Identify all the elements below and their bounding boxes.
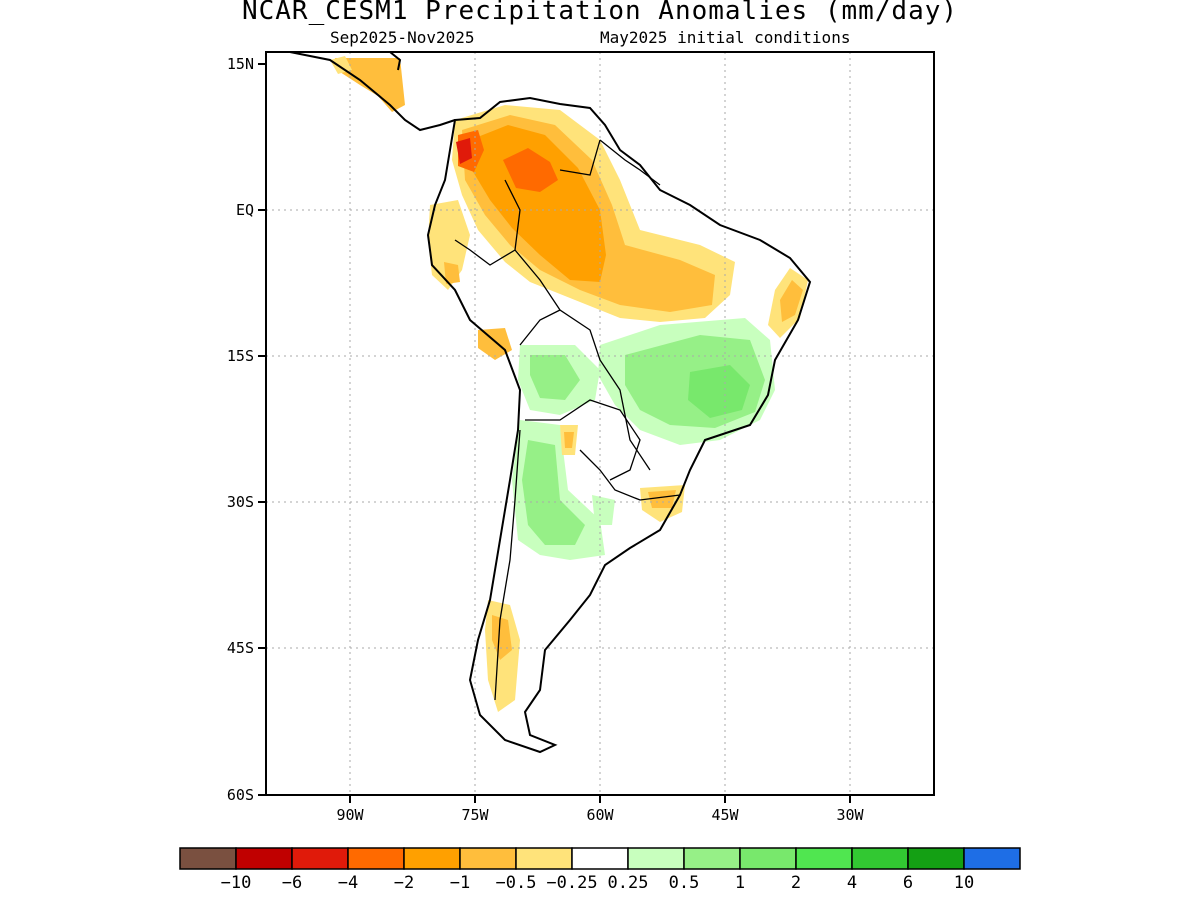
colorbar-label: 0.25 <box>608 873 649 893</box>
country-borders <box>454 139 681 701</box>
wet-region-brazil-strong <box>688 365 750 418</box>
colorbar-label: 0.5 <box>669 873 700 893</box>
dry-region-ecuador <box>428 200 470 290</box>
dry-region-north-strong <box>470 125 606 282</box>
colorbar-swatch <box>795 847 853 870</box>
lat-label-45s: 45S <box>227 639 254 657</box>
colorbar-swatch <box>235 847 293 870</box>
colorbar-swatch <box>291 847 349 870</box>
colorbar-swatch <box>963 847 1021 870</box>
lat-label-15s: 15S <box>227 347 254 365</box>
colorbar-swatch <box>851 847 909 870</box>
lon-label-45w: 45W <box>711 806 739 824</box>
colorbar-swatch <box>739 847 797 870</box>
forecast-period: Sep2025-Nov2025 <box>330 28 475 47</box>
dry-region-north-heavy <box>503 148 558 192</box>
colorbar-label: −2 <box>394 873 414 893</box>
colorbar-label: 4 <box>847 873 857 893</box>
dry-region-paraguay-mid <box>564 432 574 448</box>
dry-region-uruguay-mid <box>648 490 676 508</box>
colorbar-swatch <box>179 847 237 870</box>
dry-region-ecuador-mid <box>444 262 460 284</box>
chart-title: NCAR_CESM1 Precipitation Anomalies (mm/d… <box>241 0 959 26</box>
colorbar-label: 10 <box>954 873 974 893</box>
colorbar-swatch <box>907 847 965 870</box>
initial-conditions: May2025 initial conditions <box>600 28 851 47</box>
colorbar-swatch <box>627 847 685 870</box>
colorbar-label: −6 <box>282 873 302 893</box>
colorbar-swatch <box>347 847 405 870</box>
lon-label-75w: 75W <box>461 806 489 824</box>
dry-region-colombia-extreme <box>456 138 472 164</box>
colorbar-label: −4 <box>338 873 358 893</box>
axis-ticks <box>258 63 851 803</box>
colorbar-swatch <box>459 847 517 870</box>
map-grid <box>266 52 934 795</box>
dry-region-peru <box>478 328 512 360</box>
yucatan-outline <box>389 52 402 71</box>
lon-label-60w: 60W <box>586 806 614 824</box>
lon-labels: 90W 75W 60W 45W 30W <box>336 806 864 824</box>
colorbar-label: −0.25 <box>546 873 597 893</box>
lat-label-eq: EQ <box>236 201 254 219</box>
anomaly-field <box>330 56 808 712</box>
wet-region-argentina-mid <box>522 440 585 545</box>
wet-region-uruguay <box>592 495 615 525</box>
wet-region-bolivia-mid <box>530 355 580 400</box>
lat-label-15n: 15N <box>227 55 254 73</box>
dry-region-ne-brazil-mid <box>780 280 803 322</box>
colorbar-label: −10 <box>221 873 252 893</box>
colorbar-label: 6 <box>903 873 913 893</box>
colorbar-swatch <box>403 847 461 870</box>
colorbar-swatch <box>571 847 629 870</box>
south-america-outline <box>426 96 812 754</box>
lat-labels: 15N EQ 15S 30S 45S 60S <box>227 55 254 804</box>
lon-label-30w: 30W <box>836 806 864 824</box>
central-america-outline <box>289 52 456 132</box>
colorbar-swatch <box>515 847 573 870</box>
colorbar-label: −0.5 <box>496 873 537 893</box>
dry-region-central-america-light <box>330 56 352 74</box>
lat-label-30s: 30S <box>227 493 254 511</box>
colorbar-swatch <box>683 847 741 870</box>
coastline <box>289 52 812 754</box>
colorbar-label: 1 <box>735 873 745 893</box>
colorbar: −10 −6 −4 −2 −1 −0.5 −0.25 0.25 0.5 1 2 4 6 10 <box>179 847 1021 893</box>
dry-region-central-america <box>335 58 405 112</box>
lon-label-90w: 90W <box>336 806 364 824</box>
colorbar-label: 2 <box>791 873 801 893</box>
dry-region-patagonia-mid <box>492 615 512 660</box>
colorbar-label: −1 <box>450 873 470 893</box>
lat-label-60s: 60S <box>227 786 254 804</box>
